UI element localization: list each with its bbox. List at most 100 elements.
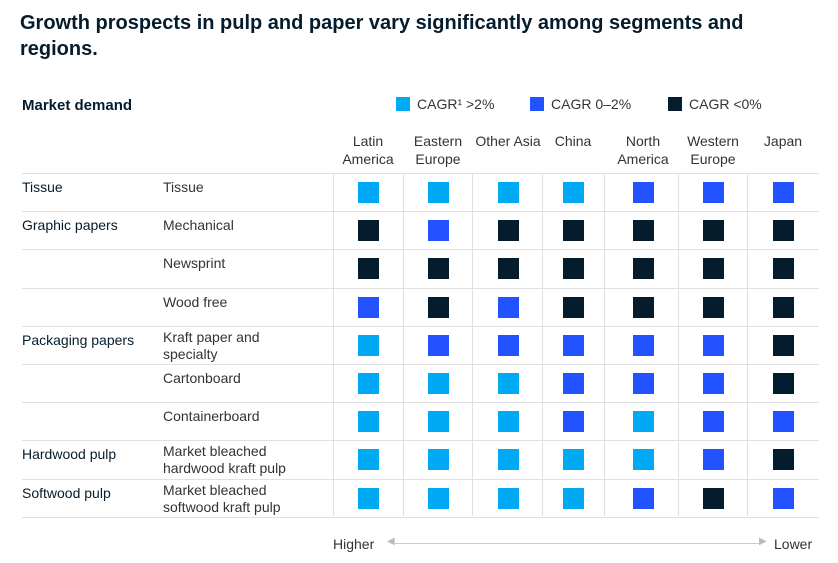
- row-divider: [22, 402, 819, 403]
- column-divider: [542, 173, 543, 516]
- row-product: Mechanical: [163, 217, 234, 233]
- row-segment: Softwood pulp: [22, 485, 111, 501]
- row-divider: [22, 173, 819, 174]
- arrow-right-icon: ▶: [759, 536, 767, 547]
- row-divider: [22, 364, 819, 365]
- cell-D: [633, 258, 654, 279]
- cell-M: [498, 297, 519, 318]
- row-divider: [22, 440, 819, 441]
- legend-swatch: [530, 97, 544, 111]
- cell-M: [773, 182, 794, 203]
- column-divider: [472, 173, 473, 516]
- row-divider: [22, 517, 819, 518]
- cell-M: [633, 488, 654, 509]
- cell-L: [498, 182, 519, 203]
- column-divider: [403, 173, 404, 516]
- row-segment: Packaging papers: [22, 332, 135, 348]
- row-divider: [22, 249, 819, 250]
- column-header: Japan: [763, 133, 803, 149]
- column-divider: [678, 173, 679, 516]
- cell-L: [358, 488, 379, 509]
- cell-M: [563, 335, 584, 356]
- cell-L: [358, 373, 379, 394]
- legend-item: CAGR 0–2%: [530, 96, 631, 112]
- column-header: North America: [617, 133, 669, 167]
- legend-swatch: [668, 97, 682, 111]
- column-divider: [333, 173, 334, 516]
- cell-M: [358, 297, 379, 318]
- cell-D: [773, 258, 794, 279]
- cell-M: [703, 373, 724, 394]
- cell-M: [633, 335, 654, 356]
- legend-item: CAGR <0%: [668, 96, 762, 112]
- legend-label: CAGR 0–2%: [551, 96, 632, 112]
- column-header: Eastern Europe: [413, 133, 463, 167]
- cell-L: [498, 488, 519, 509]
- cell-D: [703, 488, 724, 509]
- legend-swatch: [396, 97, 410, 111]
- cell-D: [773, 297, 794, 318]
- cell-L: [498, 449, 519, 470]
- cell-M: [563, 373, 584, 394]
- cell-L: [498, 411, 519, 432]
- cell-M: [703, 411, 724, 432]
- row-product: Wood free: [163, 294, 228, 310]
- row-segment: Hardwood pulp: [22, 446, 117, 462]
- cell-L: [358, 335, 379, 356]
- cell-M: [428, 335, 449, 356]
- cell-D: [428, 258, 449, 279]
- cell-L: [428, 488, 449, 509]
- cell-M: [633, 373, 654, 394]
- cell-D: [358, 220, 379, 241]
- row-divider: [22, 326, 819, 327]
- axis-right-label: Lower: [774, 536, 813, 552]
- cell-M: [703, 335, 724, 356]
- column-divider: [604, 173, 605, 516]
- cell-L: [428, 411, 449, 432]
- cell-D: [703, 220, 724, 241]
- cell-L: [498, 373, 519, 394]
- cell-M: [563, 411, 584, 432]
- row-segment: Tissue: [22, 179, 63, 195]
- cell-D: [633, 297, 654, 318]
- row-divider: [22, 479, 819, 480]
- scale-arrow-line: [395, 543, 759, 544]
- row-divider: [22, 211, 819, 212]
- row-divider: [22, 288, 819, 289]
- cell-D: [563, 258, 584, 279]
- cell-D: [498, 258, 519, 279]
- cell-D: [633, 220, 654, 241]
- column-header: Latin America: [342, 133, 394, 167]
- column-header: Western Europe: [687, 133, 739, 167]
- row-product: Tissue: [163, 179, 204, 195]
- cell-D: [498, 220, 519, 241]
- cell-D: [773, 220, 794, 241]
- cell-L: [358, 411, 379, 432]
- cell-L: [428, 449, 449, 470]
- cell-L: [563, 182, 584, 203]
- axis-left-label: Higher: [333, 536, 375, 552]
- row-product: Kraft paper and specialty: [163, 329, 260, 362]
- column-header: Other Asia: [475, 133, 541, 149]
- row-product: Market bleached softwood kraft pulp: [163, 482, 281, 515]
- cell-L: [428, 182, 449, 203]
- cell-L: [563, 488, 584, 509]
- cell-M: [428, 220, 449, 241]
- cell-L: [358, 182, 379, 203]
- cell-D: [563, 220, 584, 241]
- row-segment: Graphic papers: [22, 217, 118, 233]
- row-header: Market demand: [22, 97, 133, 114]
- cell-M: [498, 335, 519, 356]
- cell-M: [633, 182, 654, 203]
- arrow-left-icon: ◀: [387, 536, 395, 547]
- column-divider: [747, 173, 748, 516]
- cell-L: [428, 373, 449, 394]
- cell-D: [563, 297, 584, 318]
- legend-label: CAGR <0%: [689, 96, 762, 112]
- cell-D: [703, 297, 724, 318]
- row-product: Market bleached hardwood kraft pulp: [163, 443, 286, 476]
- legend-item: CAGR¹ >2%: [396, 96, 494, 112]
- cell-L: [633, 411, 654, 432]
- chart-title: Growth prospects in pulp and paper vary …: [20, 12, 744, 60]
